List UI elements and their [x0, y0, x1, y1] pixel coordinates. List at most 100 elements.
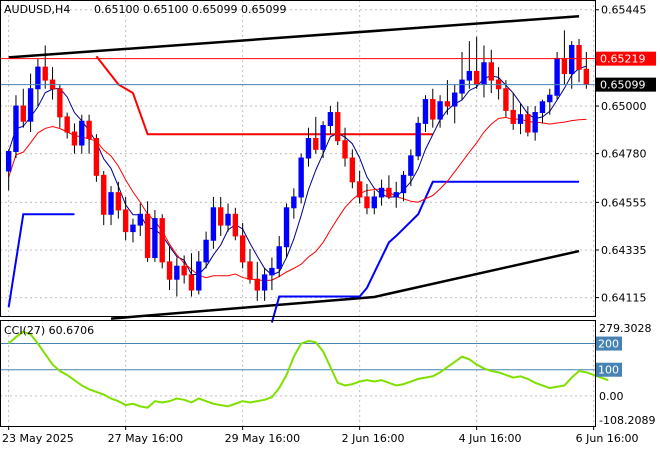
candle-body: [13, 105, 19, 153]
candle-body: [371, 196, 377, 209]
candle-body: [57, 88, 63, 118]
candle: [5, 149, 12, 191]
candle: [225, 203, 231, 232]
candle-body: [283, 207, 290, 248]
price-tick-label: 0.65000: [601, 100, 647, 113]
candle: [101, 170, 107, 226]
candle-body: [452, 92, 458, 107]
candle-body: [503, 88, 509, 111]
candle: [218, 196, 224, 236]
candle: [547, 88, 553, 115]
candle-body: [510, 109, 516, 124]
candle-body: [166, 261, 173, 280]
candle: [122, 196, 129, 241]
candle-body: [144, 213, 151, 259]
candle-body: [79, 120, 85, 146]
candle-body: [269, 267, 275, 276]
cci-level-label: 100: [598, 364, 619, 377]
candle-body: [27, 88, 34, 122]
candle: [115, 181, 122, 219]
candle: [174, 257, 180, 297]
candle-body: [101, 174, 107, 215]
candle: [473, 36, 480, 89]
candle: [364, 183, 370, 215]
candle: [422, 95, 429, 133]
candle: [283, 203, 290, 258]
candle: [210, 196, 217, 249]
price-panel-border: [0, 0, 596, 317]
candle-body: [561, 57, 568, 75]
red-stepline: [95, 55, 433, 136]
candle-body: [188, 274, 195, 291]
price-tick-label: 0.64115: [601, 292, 647, 305]
candle: [93, 134, 100, 182]
candle-body: [152, 218, 158, 259]
candle-body: [313, 138, 319, 150]
candle-body: [108, 192, 114, 215]
candle: [203, 231, 209, 269]
price-tick-label: 0.65445: [601, 4, 647, 17]
last-price-label-bg: [596, 77, 656, 92]
candle: [415, 116, 421, 161]
candle: [335, 101, 341, 146]
candle-body: [71, 131, 78, 146]
marked-level-label: 0.65219: [600, 53, 646, 66]
candle-body: [364, 196, 370, 209]
cci-line: [7, 330, 609, 409]
candle: [495, 67, 502, 100]
candle-body: [196, 261, 202, 291]
chart-title: AUDUSD,H4: [4, 3, 70, 16]
candle-body: [115, 192, 122, 211]
candle-body: [349, 157, 356, 183]
candle-body: [554, 57, 560, 96]
candle-body: [378, 187, 385, 198]
candle-body: [525, 114, 531, 133]
time-tick-label: 4 Jun 16:00: [459, 432, 522, 445]
candle: [305, 127, 312, 167]
candle-body: [261, 274, 268, 291]
candle: [64, 112, 70, 139]
candle: [254, 261, 260, 301]
candles: [5, 30, 590, 301]
candle: [532, 106, 538, 141]
candle-body: [437, 101, 443, 120]
candle-body: [393, 192, 399, 198]
candle: [342, 127, 348, 167]
candle-body: [430, 99, 436, 120]
candle: [239, 222, 246, 269]
candle: [152, 209, 158, 262]
price-panel: 0.65219 0.65099: [0, 14, 656, 323]
candle-body: [291, 196, 297, 209]
candle-body: [547, 94, 553, 103]
candle-body: [276, 246, 282, 269]
candle-body: [130, 224, 136, 233]
candle: [452, 84, 458, 124]
candle-body: [254, 278, 260, 291]
candle: [430, 88, 436, 128]
step-lines: [7, 55, 580, 323]
candle-body: [342, 140, 348, 159]
cci-level-label-bg: [596, 362, 622, 377]
candle: [313, 116, 319, 154]
cci-axis-label: -108.2089: [599, 414, 655, 427]
candle-body: [122, 209, 129, 233]
candle-body: [64, 116, 70, 133]
candle: [144, 201, 151, 262]
lower-channel-line: [110, 249, 580, 320]
blue-stepline-2: [270, 180, 580, 323]
candle: [466, 41, 473, 89]
candle: [269, 257, 275, 291]
candle: [42, 45, 48, 89]
candle: [13, 95, 19, 158]
upper-channel-line: [8, 14, 580, 59]
candle: [79, 114, 85, 154]
candle-body: [203, 239, 209, 263]
candle: [539, 99, 546, 124]
candle-body: [42, 66, 48, 81]
candle-body: [20, 105, 26, 122]
candle: [386, 175, 392, 200]
candle-body: [415, 122, 421, 157]
price-tick-label: 0.64335: [601, 244, 647, 257]
